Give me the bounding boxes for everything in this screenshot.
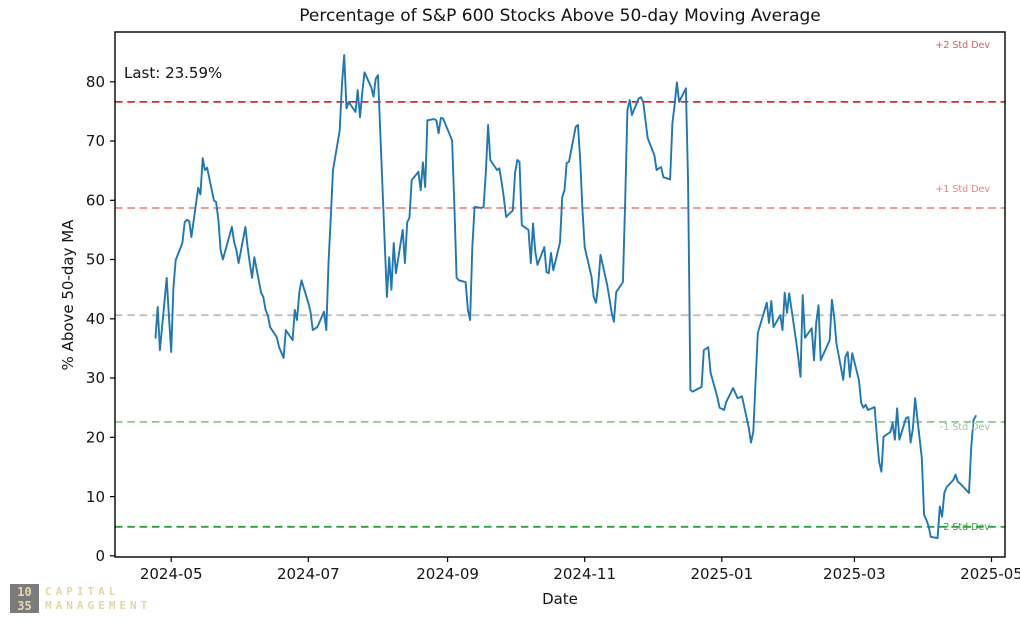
x-axis-label: Date bbox=[542, 590, 578, 608]
logo-wordmark-line1: CAPITAL bbox=[45, 584, 120, 598]
y-tick-label: 70 bbox=[86, 132, 105, 150]
company-logo: 10 35 CAPITAL MANAGEMENT bbox=[10, 584, 151, 613]
logo-1035-box: 10 35 bbox=[10, 584, 39, 613]
y-tick-label: 80 bbox=[86, 73, 105, 91]
y-tick-label: 30 bbox=[86, 369, 105, 387]
chart-title: Percentage of S&P 600 Stocks Above 50-da… bbox=[299, 6, 821, 26]
x-tick-label: 2024-07 bbox=[277, 565, 340, 583]
last-value-annotation: Last: 23.59% bbox=[124, 64, 223, 82]
y-tick-label: 60 bbox=[86, 192, 105, 210]
x-tick-label: 2024-11 bbox=[553, 565, 616, 583]
logo-box-line1: 10 bbox=[17, 585, 32, 599]
logo-wordmark-line2: MANAGEMENT bbox=[45, 598, 152, 612]
plot-frame bbox=[114, 31, 1006, 558]
x-tick-label: 2025-05 bbox=[960, 565, 1020, 583]
y-tick-label: 40 bbox=[86, 310, 105, 328]
refline-label: +1 Std Dev bbox=[935, 184, 990, 195]
series-line bbox=[154, 54, 977, 539]
refline-label: +2 Std Dev bbox=[935, 40, 990, 51]
logo-wordmark: CAPITAL MANAGEMENT bbox=[45, 585, 151, 613]
refline-label: -2 Std Dev bbox=[940, 522, 990, 533]
y-tick-label: 50 bbox=[86, 251, 105, 269]
x-tick-label: 2025-01 bbox=[690, 565, 753, 583]
y-axis-label: % Above 50-day MA bbox=[59, 219, 77, 371]
y-tick-label: 0 bbox=[95, 547, 105, 565]
x-tick-label: 2024-05 bbox=[140, 565, 203, 583]
y-tick-label: 10 bbox=[86, 488, 105, 506]
y-tick-label: 20 bbox=[86, 429, 105, 447]
logo-box-line2: 35 bbox=[17, 599, 32, 613]
x-tick-label: 2025-03 bbox=[823, 565, 886, 583]
x-tick-label: 2024-09 bbox=[416, 565, 479, 583]
refline-label: -1 Std Dev bbox=[940, 422, 990, 433]
